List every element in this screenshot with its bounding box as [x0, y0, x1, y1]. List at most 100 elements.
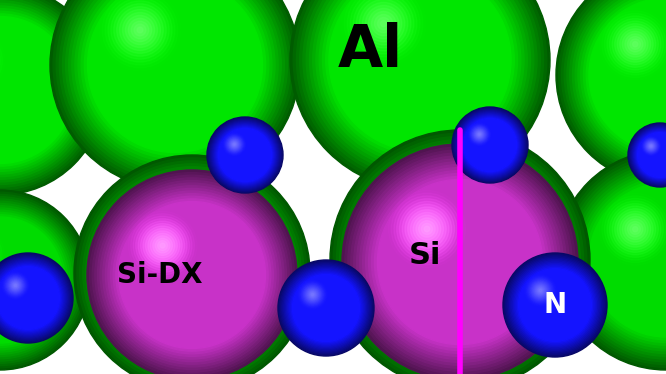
Circle shape: [622, 31, 648, 57]
Circle shape: [77, 158, 307, 374]
Circle shape: [0, 253, 73, 343]
Circle shape: [151, 232, 233, 314]
Circle shape: [658, 252, 666, 268]
Circle shape: [625, 34, 666, 116]
Circle shape: [0, 221, 59, 338]
Circle shape: [569, 0, 666, 171]
Circle shape: [468, 122, 513, 168]
Circle shape: [232, 142, 237, 147]
Circle shape: [50, 0, 300, 190]
Circle shape: [410, 50, 430, 70]
Circle shape: [468, 123, 491, 146]
Circle shape: [551, 301, 559, 309]
Circle shape: [556, 0, 666, 185]
Circle shape: [553, 304, 556, 306]
Circle shape: [649, 144, 666, 166]
Circle shape: [310, 292, 342, 324]
Circle shape: [578, 172, 666, 348]
Circle shape: [408, 208, 512, 312]
Circle shape: [218, 128, 272, 182]
Circle shape: [641, 137, 661, 156]
Circle shape: [302, 285, 322, 305]
Circle shape: [356, 156, 564, 364]
Circle shape: [124, 205, 260, 341]
Circle shape: [279, 261, 373, 355]
Circle shape: [472, 126, 488, 142]
Circle shape: [608, 17, 666, 133]
Circle shape: [184, 267, 200, 283]
Circle shape: [397, 37, 443, 83]
Circle shape: [559, 153, 666, 367]
Circle shape: [422, 224, 498, 300]
Circle shape: [611, 20, 666, 130]
Circle shape: [371, 11, 469, 109]
Circle shape: [303, 285, 349, 331]
Circle shape: [600, 194, 666, 326]
Circle shape: [141, 224, 184, 268]
Circle shape: [480, 135, 500, 156]
Circle shape: [229, 139, 240, 150]
Circle shape: [617, 26, 653, 62]
Circle shape: [168, 251, 216, 298]
Circle shape: [655, 150, 665, 160]
Circle shape: [509, 260, 601, 350]
Circle shape: [329, 0, 511, 151]
Circle shape: [103, 186, 281, 364]
Circle shape: [305, 287, 320, 303]
Circle shape: [605, 198, 666, 260]
Circle shape: [0, 235, 45, 325]
Circle shape: [157, 46, 194, 84]
Circle shape: [107, 0, 244, 134]
Circle shape: [538, 288, 543, 293]
Circle shape: [228, 138, 262, 172]
Circle shape: [535, 285, 575, 325]
Circle shape: [163, 52, 188, 77]
Circle shape: [630, 224, 666, 296]
Circle shape: [614, 23, 666, 127]
Circle shape: [464, 119, 515, 171]
Circle shape: [478, 134, 480, 135]
Circle shape: [484, 138, 497, 151]
Circle shape: [401, 203, 519, 321]
Circle shape: [635, 129, 666, 181]
Circle shape: [116, 6, 234, 125]
Circle shape: [633, 42, 638, 47]
Circle shape: [350, 0, 417, 57]
Circle shape: [160, 243, 165, 248]
Circle shape: [0, 271, 9, 289]
Circle shape: [396, 196, 451, 251]
Circle shape: [651, 145, 666, 165]
Circle shape: [103, 184, 280, 362]
Circle shape: [26, 296, 30, 300]
Circle shape: [0, 260, 20, 300]
Circle shape: [521, 271, 589, 339]
Circle shape: [550, 300, 560, 310]
Circle shape: [343, 143, 577, 374]
Circle shape: [123, 204, 194, 276]
Circle shape: [620, 214, 651, 245]
Circle shape: [140, 221, 178, 259]
Circle shape: [378, 180, 543, 344]
Circle shape: [663, 72, 666, 78]
Circle shape: [619, 28, 666, 122]
Circle shape: [556, 150, 666, 370]
Circle shape: [296, 0, 543, 184]
Circle shape: [348, 150, 572, 374]
Circle shape: [627, 37, 666, 113]
Circle shape: [482, 137, 498, 153]
Circle shape: [366, 166, 554, 354]
Circle shape: [564, 0, 666, 177]
Circle shape: [636, 230, 666, 290]
Circle shape: [413, 215, 507, 309]
Circle shape: [0, 273, 7, 287]
Circle shape: [559, 0, 666, 182]
Circle shape: [546, 296, 564, 314]
Circle shape: [145, 228, 239, 322]
Circle shape: [5, 275, 52, 322]
Circle shape: [8, 278, 23, 293]
Circle shape: [165, 246, 218, 300]
Circle shape: [306, 288, 319, 301]
Circle shape: [648, 143, 654, 149]
Circle shape: [224, 134, 266, 176]
Circle shape: [390, 190, 457, 257]
